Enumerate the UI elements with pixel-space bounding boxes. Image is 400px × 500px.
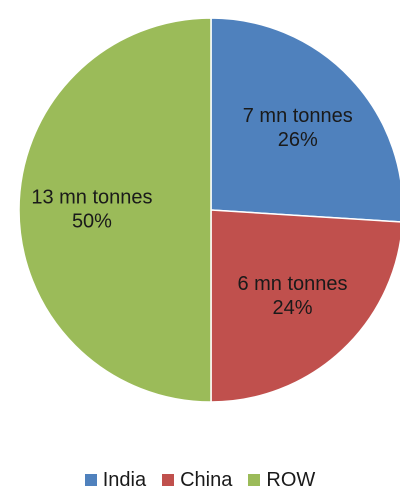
slice-label-china-line-1: 6 mn tonnes: [237, 273, 347, 295]
pie-slice-china: [210, 209, 400, 403]
slice-label-china-line-2: 24%: [272, 297, 312, 319]
slice-label-india-line-2: 26%: [278, 129, 318, 151]
slice-label-row-line-1: 13 mn tonnes: [31, 186, 152, 208]
slice-label-india-line-1: 7 mn tonnes: [243, 105, 353, 127]
pie-slice-india: [210, 17, 400, 223]
legend-item-row: ROW: [248, 469, 315, 492]
legend-item-china: China: [162, 469, 232, 492]
legend-item-india: India: [84, 468, 147, 492]
pie-slice-row: [18, 17, 212, 403]
legend: India China ROW: [0, 466, 400, 494]
slice-label-row-line-2: 50%: [72, 210, 112, 232]
legend-label-china: China: [180, 468, 233, 491]
legend-swatch-india: [84, 474, 97, 486]
legend-label-row: ROW: [266, 468, 316, 491]
legend-label-india: India: [102, 468, 147, 491]
legend-swatch-row: [248, 474, 261, 486]
legend-swatch-china: [162, 474, 175, 486]
